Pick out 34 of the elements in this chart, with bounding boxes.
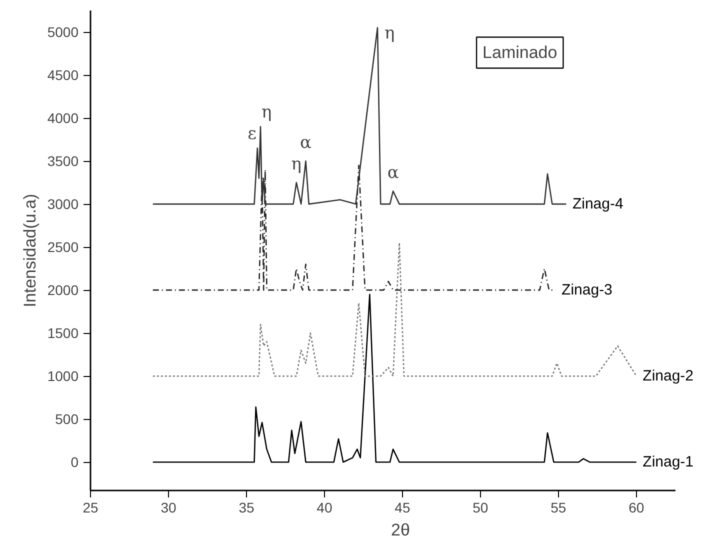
annotation: η [384,24,395,44]
y-tick-label: 3500 [47,153,79,170]
x-tick-label: 35 [238,500,254,516]
annotation: ε [248,124,257,144]
y-tick-label: 3000 [47,196,79,212]
line-series [152,242,638,377]
annotation: η [291,154,302,175]
y-tick-label: 2500 [47,239,79,256]
line-series [152,27,567,205]
y-tick-label: 5000 [47,24,79,40]
series-label: Zinag-3 [562,282,612,299]
annotation: η [262,102,272,123]
x-tick-label: 55 [550,500,566,516]
series-label: Zinag-4 [572,196,624,213]
x-tick-label: 45 [394,500,410,516]
series-label: Zinag-2 [642,368,694,385]
y-tick-label: 4000 [47,110,79,126]
x-tick-label: 50 [472,500,488,516]
x-tick-label: 40 [316,500,332,516]
y-tick-label: 2000 [47,282,79,298]
y-tick-label: 1000 [47,368,79,384]
y-tick-label: 1500 [47,325,79,342]
y-tick-label: 500 [55,411,79,428]
annotation: α [387,163,400,184]
annotation: Laminado [482,43,558,62]
x-axis-title: 2θ [391,520,410,540]
annotation: α [300,133,312,154]
series-label: Zinag-1 [642,454,694,471]
y-axis-title: Intensidad(u.a) [20,194,40,308]
y-tick-label: 4500 [47,67,79,84]
x-tick-label: 25 [82,500,98,516]
x-tick-label: 60 [628,500,644,516]
x-tick-label: 30 [160,500,176,516]
y-tick-label: 0 [70,454,79,470]
